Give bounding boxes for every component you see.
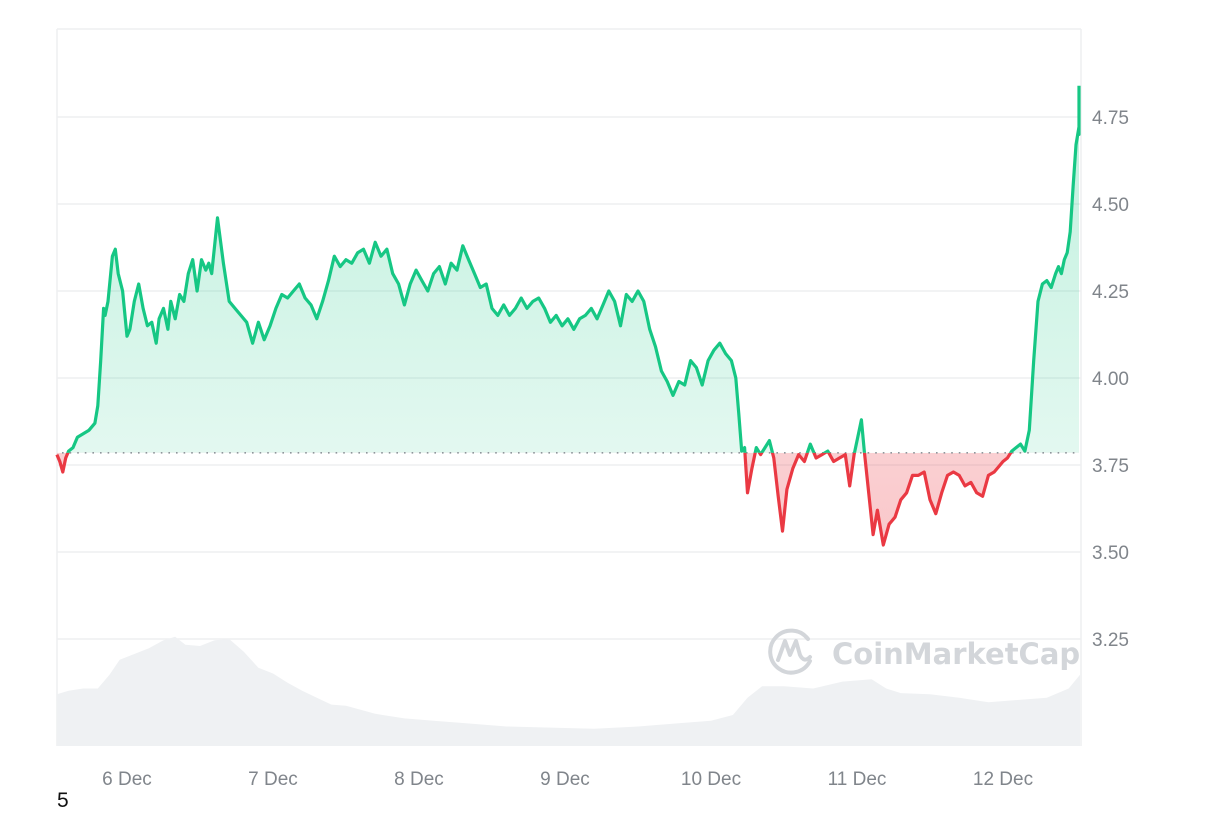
y-axis: 4.75 4.50 4.25 4.00 3.75 3.50 3.25 xyxy=(1092,108,1129,651)
area-below-baseline xyxy=(56,452,1011,545)
x-axis: 6 Dec 7 Dec 8 Dec 9 Dec 10 Dec 11 Dec 12 Dec xyxy=(102,769,1033,790)
price-line xyxy=(55,85,1081,547)
y-tick-label: 3.25 xyxy=(1092,630,1129,651)
x-tick-label: 9 Dec xyxy=(540,769,590,790)
area-above-baseline xyxy=(56,85,1079,453)
y-tick-label: 4.50 xyxy=(1092,195,1129,216)
x-tick-label: 6 Dec xyxy=(102,769,152,790)
y-tick-label: 3.50 xyxy=(1092,543,1129,564)
coinmarketcap-watermark: CoinMarketCap xyxy=(768,628,1080,675)
price-area-fill xyxy=(56,85,1079,545)
y-tick-label: 3.75 xyxy=(1092,456,1129,477)
watermark-text: CoinMarketCap xyxy=(832,637,1080,671)
x-tick-label: 8 Dec xyxy=(394,769,444,790)
x-tick-label: 10 Dec xyxy=(681,769,741,790)
y-tick-label: 4.75 xyxy=(1092,108,1129,129)
y-tick-label: 4.00 xyxy=(1092,369,1129,390)
price-line-down xyxy=(55,452,1013,547)
x-tick-label: 7 Dec xyxy=(248,769,298,790)
plot-frame xyxy=(56,28,1082,746)
x-tick-label: 12 Dec xyxy=(973,769,1033,790)
volume-area xyxy=(56,636,1080,746)
price-line-up xyxy=(66,85,1081,453)
x-tick-label: 11 Dec xyxy=(828,769,887,790)
y-tick-label: 4.25 xyxy=(1092,282,1129,303)
page-number: 5 xyxy=(57,789,69,812)
volume-shape xyxy=(56,636,1080,746)
coinmarketcap-logo-icon xyxy=(768,628,812,675)
